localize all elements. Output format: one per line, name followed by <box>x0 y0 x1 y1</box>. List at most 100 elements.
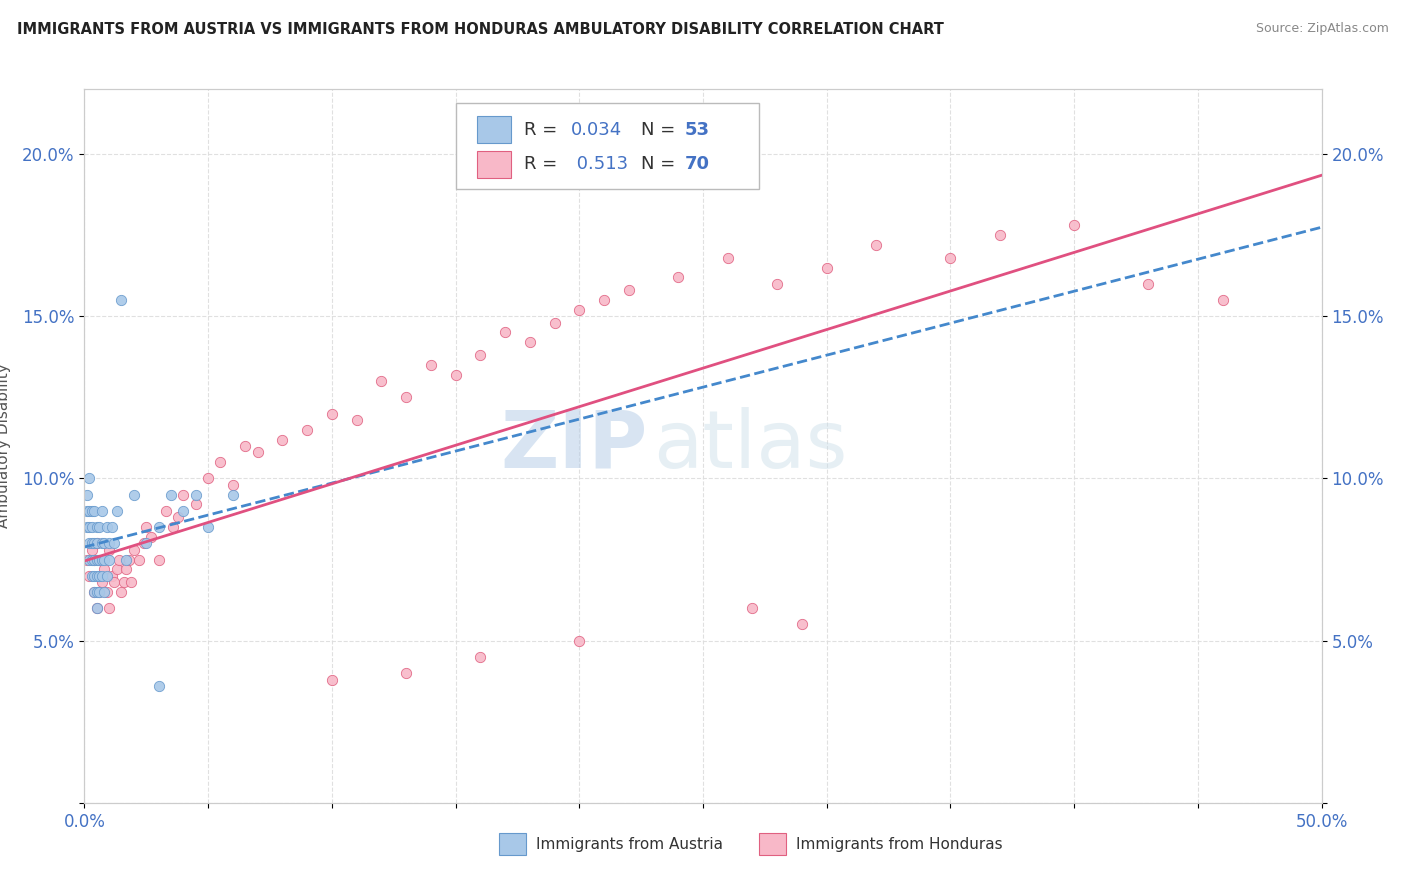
Point <box>80 542 103 557</box>
Point <box>494 326 516 340</box>
Point <box>83 585 105 599</box>
Point <box>89 585 111 599</box>
Point <box>83 504 105 518</box>
Point <box>89 520 111 534</box>
Bar <box>477 116 512 144</box>
Text: atlas: atlas <box>654 407 848 485</box>
Text: 0.034: 0.034 <box>571 121 621 139</box>
Point <box>197 471 219 485</box>
Text: R =: R = <box>523 121 562 139</box>
Point <box>80 568 103 582</box>
Text: ZIP: ZIP <box>501 407 647 485</box>
Point <box>86 585 108 599</box>
Point <box>86 536 108 550</box>
Point <box>83 585 105 599</box>
Point <box>83 552 105 566</box>
Point <box>112 575 135 590</box>
Point <box>295 423 318 437</box>
Point <box>172 488 194 502</box>
Point <box>155 504 177 518</box>
Point <box>184 497 207 511</box>
Point <box>666 270 689 285</box>
Point <box>80 552 103 566</box>
Point <box>790 617 813 632</box>
Point <box>167 510 190 524</box>
Point <box>89 552 111 566</box>
Point <box>90 552 112 566</box>
Point <box>98 601 121 615</box>
Point <box>128 552 150 566</box>
Point <box>184 488 207 502</box>
Point <box>939 251 962 265</box>
Point <box>122 542 145 557</box>
Text: 70: 70 <box>685 155 710 173</box>
Point <box>80 520 103 534</box>
Point <box>470 649 492 664</box>
Text: N =: N = <box>641 155 681 173</box>
Point <box>98 552 121 566</box>
Point <box>162 520 184 534</box>
Text: R =: R = <box>523 155 562 173</box>
Point <box>80 536 103 550</box>
Point <box>593 293 616 307</box>
Point <box>108 552 131 566</box>
Point <box>100 520 122 534</box>
Point <box>83 568 105 582</box>
Point <box>86 520 108 534</box>
Point <box>222 488 245 502</box>
Text: 53: 53 <box>685 121 710 139</box>
Point <box>96 568 118 582</box>
Point <box>89 585 111 599</box>
Point <box>717 251 740 265</box>
Point <box>135 536 157 550</box>
Text: Immigrants from Austria: Immigrants from Austria <box>536 837 723 852</box>
Bar <box>477 151 512 178</box>
Y-axis label: Ambulatory Disability: Ambulatory Disability <box>0 364 11 528</box>
Point <box>1063 219 1085 233</box>
Point <box>321 407 343 421</box>
Point <box>110 585 132 599</box>
Point <box>346 413 368 427</box>
Point <box>76 552 98 566</box>
Point <box>519 335 541 350</box>
Point <box>83 536 105 550</box>
Point <box>135 520 157 534</box>
Point <box>122 488 145 502</box>
Point <box>115 562 138 576</box>
Point <box>865 238 887 252</box>
Point <box>160 488 183 502</box>
Point <box>79 471 101 485</box>
Point <box>103 536 125 550</box>
Bar <box>499 833 526 855</box>
Point <box>79 520 101 534</box>
Point <box>100 568 122 582</box>
Point <box>96 585 118 599</box>
Point <box>93 552 115 566</box>
FancyBboxPatch shape <box>456 103 759 189</box>
Point <box>370 374 392 388</box>
Point <box>79 536 101 550</box>
Text: Source: ZipAtlas.com: Source: ZipAtlas.com <box>1256 22 1389 36</box>
Point <box>90 536 112 550</box>
Point <box>395 390 418 404</box>
Point <box>98 536 121 550</box>
Point <box>148 520 170 534</box>
Point <box>93 536 115 550</box>
Point <box>1137 277 1160 291</box>
Point <box>543 316 565 330</box>
Point <box>86 536 108 550</box>
Point <box>80 504 103 518</box>
Point <box>93 562 115 576</box>
Point <box>79 568 101 582</box>
Point <box>90 504 112 518</box>
Point <box>105 562 128 576</box>
Point <box>76 504 98 518</box>
Point <box>115 552 138 566</box>
Point <box>76 520 98 534</box>
Point <box>105 504 128 518</box>
Point <box>815 260 838 275</box>
Point <box>233 439 256 453</box>
Point <box>90 575 112 590</box>
Point <box>86 552 108 566</box>
Point <box>988 228 1011 243</box>
